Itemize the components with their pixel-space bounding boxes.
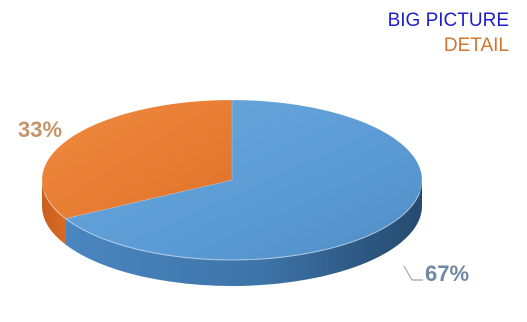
chart-legend: BIG PICTURE DETAIL	[388, 8, 509, 58]
leader-line-big-picture	[403, 265, 423, 281]
legend-item-big-picture: BIG PICTURE	[387, 10, 509, 31]
data-label-detail: 33%	[18, 117, 62, 142]
slice-big-picture	[64, 99, 423, 261]
legend-item-detail: DETAIL	[443, 35, 509, 56]
rim-highlight	[43, 192, 421, 261]
slice-side-detail	[42, 180, 66, 245]
data-label-big-picture: 67%	[425, 261, 469, 286]
slice-side-big-picture	[65, 180, 422, 286]
slice-detail	[41, 99, 233, 219]
